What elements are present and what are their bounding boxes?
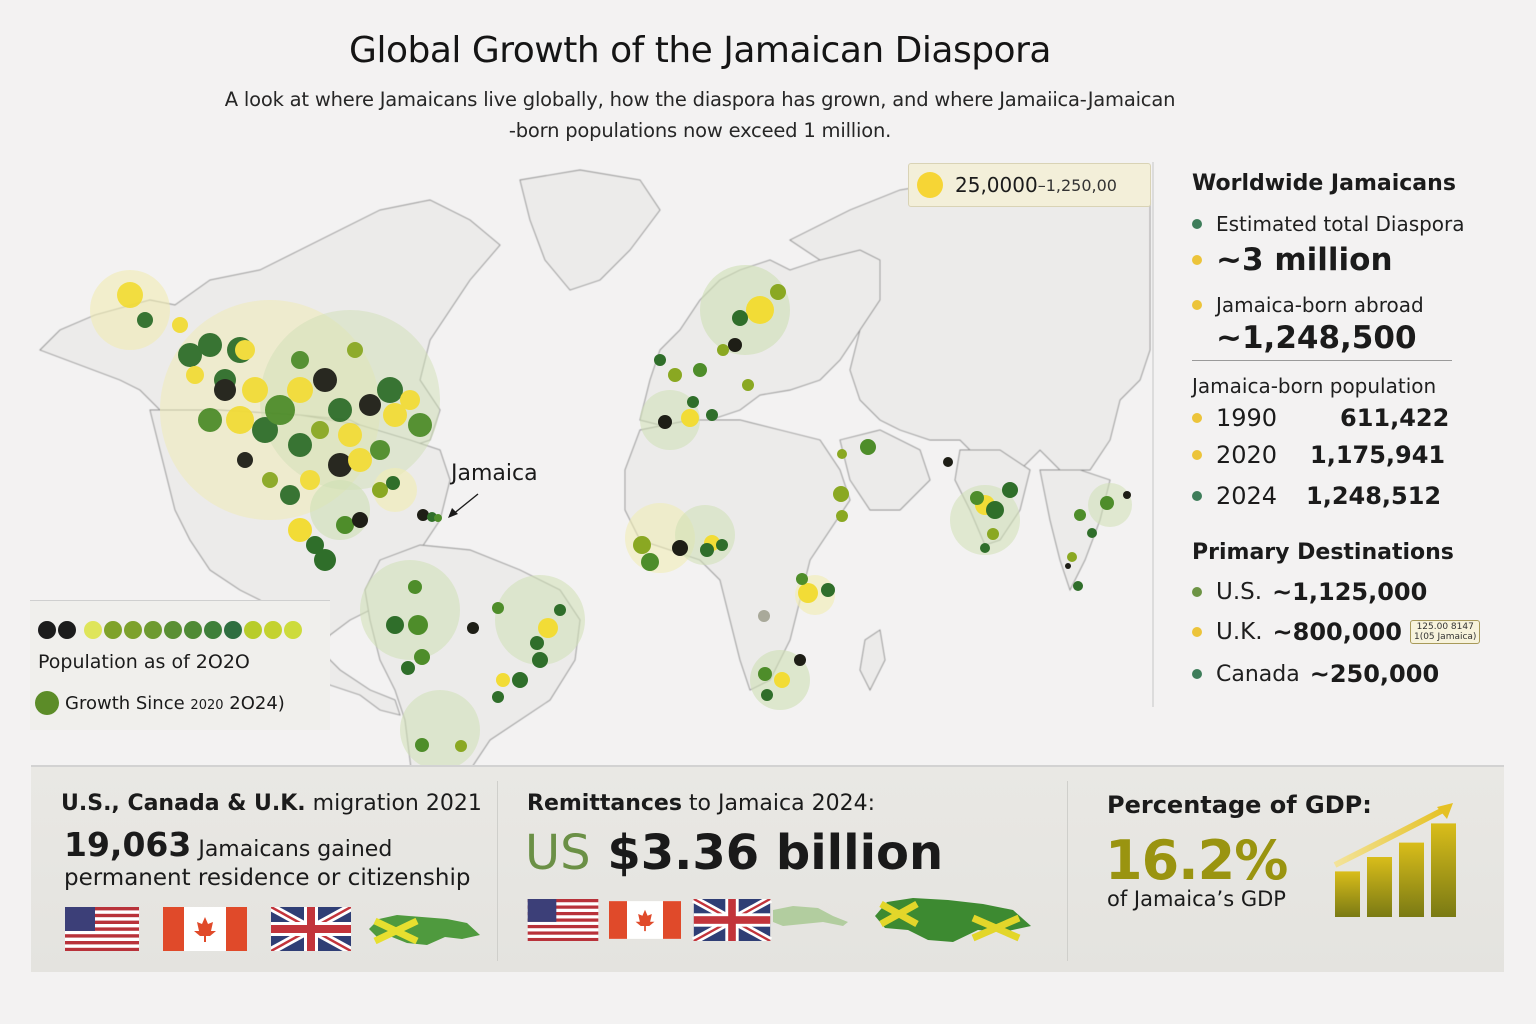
stat-born-abroad: Jamaica-born abroad	[1192, 293, 1424, 317]
subtitle-line-1: A look at where Jamaicans live globally,…	[224, 88, 1176, 111]
us-flag-icon	[527, 899, 599, 941]
page-subtitle: A look at where Jamaicans live globally,…	[150, 84, 1250, 146]
worldwide-title: Worldwide Jamaicans	[1192, 171, 1456, 196]
jamaica-map-icon	[369, 915, 480, 945]
remittances-currency: US	[525, 825, 591, 881]
gdp-percent: 16.2%	[1105, 829, 1288, 892]
population-title: Jamaica-born population	[1192, 374, 1437, 398]
divider	[1067, 781, 1068, 961]
uk-flag-icon	[691, 899, 773, 941]
population-row-2024: 2024 1,248,512	[1192, 482, 1441, 510]
stat-total-diaspora: Estimated total Diaspora	[1192, 212, 1465, 236]
destinations-title: Primary Destinations	[1192, 540, 1454, 565]
uk-note-tag: 125.00 8147 1(05 Jamaica)	[1409, 620, 1481, 644]
growth-end-year: 2O24)	[229, 692, 285, 714]
population-row-1990: 1990 611,422	[1192, 404, 1449, 432]
green-dot-icon	[35, 691, 59, 715]
bubbles-caribbean	[288, 468, 442, 571]
migration-count: 19,063	[64, 825, 192, 864]
scale-dot-icon	[284, 621, 302, 639]
bubbles-south-america	[360, 560, 585, 765]
remittances-flags	[527, 892, 1033, 948]
bubbles-africa	[625, 439, 876, 710]
gdp-subtitle: of Jamaica’s GDP	[1107, 887, 1286, 911]
page-title: Global Growth of the Jamaican Diaspora	[349, 30, 1051, 71]
migration-card: U.S., Canada & U.K. migration 2021 19,06…	[31, 767, 497, 974]
yellow-dot-icon	[1192, 413, 1202, 423]
green-dot-icon	[1192, 587, 1202, 597]
green-dot-icon	[1192, 219, 1202, 229]
subtitle-line-2: -born populations now exceed 1 million.	[508, 119, 892, 142]
bubbles-europe	[640, 265, 790, 450]
gdp-heading: Percentage of GDP:	[1107, 791, 1372, 819]
scale-dot-icon	[58, 621, 76, 639]
world-map-outline	[39, 169, 1151, 765]
population-scale-legend: Population as of 2O2O Growth Since 2020 …	[30, 600, 330, 730]
range-min: 25,0000	[955, 173, 1038, 197]
green-dot-icon	[1192, 669, 1202, 679]
canada-flag-icon	[609, 901, 681, 939]
remittances-amount: $3.36 billion	[590, 825, 944, 881]
bar	[1431, 823, 1456, 917]
born-abroad-value: ~1,248,500	[1216, 320, 1417, 356]
scale-dot-icon	[184, 621, 202, 639]
yellow-dot-icon	[1192, 450, 1202, 460]
population-row-2020: 2020 1,175,941	[1192, 441, 1445, 469]
divider	[1192, 360, 1452, 361]
scale-dot-icon	[224, 621, 242, 639]
destination-canada: Canada ~250,000	[1192, 660, 1439, 688]
range-legend: 25,0000 –1,250,00	[908, 163, 1151, 207]
migration-heading-bold: U.S., Canada & U.K.	[61, 791, 306, 816]
jamaica-annotation: Jamaica	[451, 461, 538, 486]
scale-dot-icon	[84, 621, 102, 639]
remittances-heading-bold: Remittances	[527, 791, 682, 816]
scale-dot-icon	[244, 621, 262, 639]
remittances-card: Remittances to Jamaica 2024: US $3.36 bi…	[497, 767, 1067, 974]
migration-text: Jamaicans gained	[191, 837, 393, 862]
scale-dot-icon	[204, 621, 222, 639]
migration-flags	[65, 907, 482, 951]
range-max: –1,250,00	[1037, 175, 1117, 195]
yellow-dot-icon	[1192, 300, 1202, 310]
yellow-dot-icon	[917, 172, 943, 198]
bar	[1335, 871, 1360, 917]
destination-uk: U.K. ~800,000 125.00 8147 1(05 Jamaica)	[1192, 618, 1481, 646]
uk-flag-icon	[271, 907, 351, 951]
map-divider	[1152, 162, 1154, 707]
scale-dot-icon	[144, 621, 162, 639]
summary-panel: U.S., Canada & U.K. migration 2021 19,06…	[31, 765, 1504, 972]
stat-total-value: ~3 million	[1192, 242, 1393, 278]
population-legend-label: Population as of 2O2O	[38, 651, 250, 673]
growth-label: Growth Since	[65, 692, 185, 714]
scale-dot-icon	[104, 621, 122, 639]
cuba-map-icon	[773, 906, 848, 926]
green-dot-icon	[1192, 491, 1202, 501]
growth-legend: Growth Since 2020 2O24)	[35, 691, 285, 715]
gdp-card: Percentage of GDP: 16.2% of Jamaica’s GD…	[1067, 767, 1504, 974]
destination-us: U.S. ~1,125,000	[1192, 578, 1427, 606]
jamaica-map-icon	[875, 898, 1031, 942]
yellow-dot-icon	[1192, 627, 1202, 637]
scale-dot-icon	[264, 621, 282, 639]
canada-flag-icon	[163, 907, 247, 951]
divider	[497, 781, 498, 961]
us-flag-icon	[65, 907, 139, 951]
migration-heading-rest: migration 2021	[305, 791, 482, 816]
growth-bar-chart-icon	[1333, 803, 1456, 917]
jamaica-arrow	[448, 493, 479, 518]
scale-dot-icon	[164, 621, 182, 639]
color-scale	[38, 621, 302, 639]
world-map	[0, 150, 1153, 765]
scale-dot-icon	[124, 621, 142, 639]
bubbles-north-america	[90, 270, 440, 520]
bar	[1367, 857, 1392, 917]
growth-start-year: 2020	[190, 697, 224, 713]
yellow-dot-icon	[1192, 255, 1202, 265]
remittances-heading-rest: to Jamaica 2024:	[681, 791, 875, 816]
bar	[1399, 842, 1424, 917]
scale-dot-icon	[38, 621, 56, 639]
migration-text-line-2: permanent residence or citizenship	[64, 865, 471, 891]
bubbles-asia	[943, 457, 1132, 591]
